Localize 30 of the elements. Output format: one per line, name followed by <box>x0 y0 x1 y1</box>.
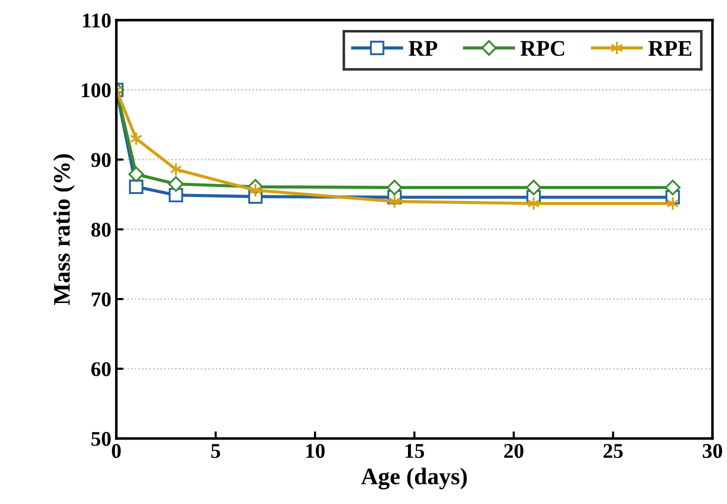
legend-label: RPC <box>520 41 564 56</box>
x-tick-label: 10 <box>306 444 325 458</box>
x-tick-label: 20 <box>504 444 524 458</box>
y-tick-label: 100 <box>82 83 111 98</box>
x-tick-label: 5 <box>211 444 220 458</box>
x-tick-label: 0 <box>112 444 121 458</box>
point <box>526 180 542 196</box>
y-tick-label: 110 <box>83 14 111 28</box>
x-tick-label: 30 <box>702 444 722 458</box>
y-tick-label: 80 <box>91 222 111 237</box>
point <box>170 162 182 177</box>
y-tick-label: 60 <box>91 362 111 376</box>
point <box>249 183 262 198</box>
point <box>168 176 184 192</box>
point <box>129 180 144 194</box>
point <box>527 196 540 211</box>
x-axis-title: Age (days) <box>361 468 467 490</box>
point <box>388 194 401 209</box>
point <box>128 166 144 182</box>
legend-label: RPE <box>648 41 692 56</box>
x-tick-label: 15 <box>406 444 424 458</box>
point <box>168 188 184 202</box>
legend-label: RP <box>408 41 438 56</box>
y-tick-label: 90 <box>91 152 111 168</box>
point <box>664 180 680 196</box>
y-tick-label: 50 <box>91 432 111 446</box>
point <box>386 180 402 196</box>
y-axis-title: Mass ratio (%) <box>53 154 75 305</box>
x-tick-label: 25 <box>604 444 623 458</box>
y-tick-label: 70 <box>92 292 111 306</box>
